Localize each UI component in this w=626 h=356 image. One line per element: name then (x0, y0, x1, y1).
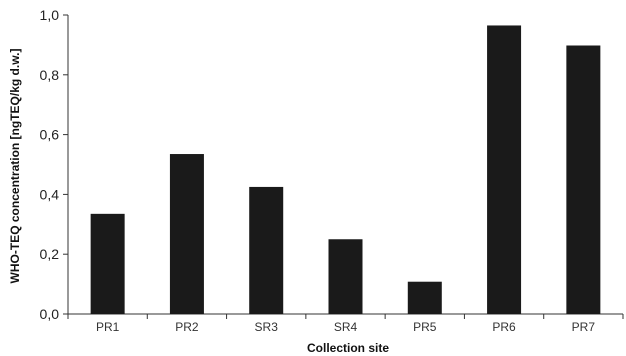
plot-area: 0,0 0,2 0,4 0,6 0,8 1,0 PR1 PR2 SR3 SR4 PR5 PR6 PR7 (40, 7, 624, 334)
x-tick-label: PR5 (413, 320, 437, 334)
y-tick-label: 0,4 (40, 186, 60, 202)
bar (407, 281, 442, 314)
y-tick-label: 0,6 (40, 127, 60, 143)
y-tick-label: 0,0 (40, 306, 60, 322)
x-axis-title: Collection site (307, 341, 389, 355)
x-tick-label: PR1 (96, 320, 120, 334)
bar (487, 25, 522, 315)
x-tick-label: SR3 (255, 320, 279, 334)
x-tick-label: PR7 (572, 320, 596, 334)
bar (249, 186, 284, 314)
bar (169, 154, 204, 314)
y-tick-label: 0,8 (40, 67, 60, 83)
bar (566, 45, 601, 315)
x-tick-label: PR2 (175, 320, 199, 334)
x-tick-label: PR6 (492, 320, 516, 334)
x-tick-label: SR4 (334, 320, 358, 334)
y-tick-label: 0,2 (40, 246, 60, 262)
y-tick-label: 1,0 (40, 7, 60, 23)
y-axis-title: WHO-TEQ concentration [ngTEQ/kg d.w.] (8, 49, 22, 284)
bar (328, 239, 363, 314)
bar (90, 213, 125, 314)
